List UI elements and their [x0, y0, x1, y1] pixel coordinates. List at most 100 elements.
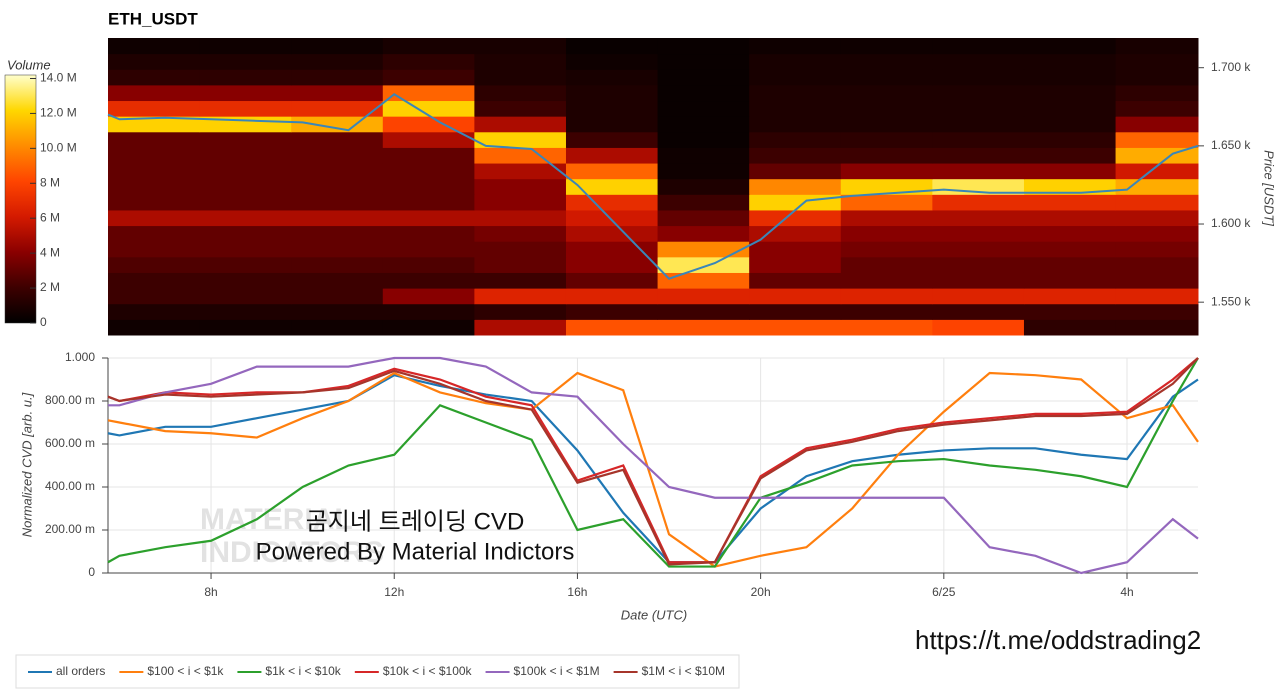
heat-cell [291, 319, 384, 336]
heat-cell [840, 209, 933, 227]
heat-cell [291, 100, 384, 117]
heat-cell [199, 163, 292, 180]
heat-cell [749, 272, 842, 289]
heat-cell [932, 272, 1025, 289]
heat-cell [932, 116, 1025, 133]
heat-cell [749, 303, 842, 320]
heat-cell [199, 84, 292, 102]
heat-cell [474, 272, 567, 289]
heat-cell [749, 163, 842, 180]
heat-cell [749, 241, 842, 258]
heat-cell [199, 131, 292, 148]
heat-cell [932, 288, 1025, 305]
x-tick-label: 6/25 [932, 585, 956, 599]
heat-cell [932, 225, 1025, 242]
heat-cell [291, 303, 384, 320]
heat-cell [657, 53, 750, 70]
heat-cell [1115, 194, 1199, 211]
heat-cell [749, 225, 842, 242]
heat-cell [474, 178, 567, 195]
heat-cell [840, 256, 933, 273]
heat-cell [565, 147, 659, 164]
heat-cell [565, 131, 659, 148]
heat-cell [291, 38, 384, 55]
heat-cell [840, 225, 933, 242]
heat-cell [108, 178, 201, 195]
heat-cell [932, 69, 1025, 86]
heat-cell [199, 194, 292, 211]
heat-cell [1023, 194, 1117, 211]
heat-cell [1115, 241, 1199, 258]
heat-cell [382, 319, 475, 336]
heat-cell [199, 225, 292, 242]
heat-cell [749, 69, 842, 86]
heat-cell [1115, 53, 1199, 70]
colorbar-tick-label: 14.0 M [40, 71, 77, 85]
heat-cell [291, 209, 384, 227]
heat-cell [199, 256, 292, 273]
y-tick-label: 1.550 k [1211, 294, 1251, 308]
heat-cell [1023, 116, 1117, 133]
heat-cell [1023, 131, 1117, 148]
heat-cell [565, 100, 659, 117]
colorbar-tick-label: 6 M [40, 210, 60, 224]
heat-cell [840, 147, 933, 164]
heat-cell [749, 147, 842, 164]
heat-cell [657, 209, 750, 227]
series-line [107, 357, 1199, 564]
heat-cell [840, 319, 933, 336]
heat-cell [932, 53, 1025, 70]
heat-cell [565, 194, 659, 211]
series-line [107, 371, 1199, 568]
heat-cell [840, 194, 933, 211]
heat-cell [657, 163, 750, 180]
heat-cell [1115, 163, 1199, 180]
heat-cell [657, 147, 750, 164]
x-tick-label: 8h [204, 585, 217, 599]
heat-cell [108, 100, 201, 117]
heat-cell [932, 319, 1025, 336]
heat-cell [474, 194, 567, 211]
heat-cell [657, 256, 750, 273]
y-tick-label: 1.700 k [1211, 60, 1251, 74]
y-tick-label: 600.00 m [45, 436, 95, 450]
heat-cell [291, 272, 384, 289]
heat-cell [108, 147, 201, 164]
y-tick-label: 0 [88, 565, 95, 579]
legend-label: all orders [56, 664, 105, 678]
heat-cell [199, 100, 292, 117]
heat-cell [108, 319, 201, 336]
heat-cell [1115, 256, 1199, 273]
heat-cell [291, 69, 384, 86]
heat-cell [108, 163, 201, 180]
heat-cell [474, 116, 567, 133]
heat-cell [382, 272, 475, 289]
heat-cell [291, 131, 384, 148]
heat-cell [932, 38, 1025, 55]
heat-cell [382, 194, 475, 211]
heat-cell [474, 163, 567, 180]
heat-cell [382, 163, 475, 180]
colorbar-tick-label: 12.0 M [40, 106, 77, 120]
heat-cell [1115, 131, 1199, 148]
heat-cell [749, 116, 842, 133]
heat-cell [840, 178, 933, 195]
heat-cell [565, 38, 659, 55]
heat-cell [199, 53, 292, 70]
heat-cell [474, 131, 567, 148]
heat-cell [749, 84, 842, 102]
heat-cell [291, 163, 384, 180]
heat-cell [932, 147, 1025, 164]
heat-cell [932, 194, 1025, 211]
heat-cell [840, 84, 933, 102]
heat-cell [749, 131, 842, 148]
watermark-caption: 곰지네 트레이딩 CVD [306, 508, 525, 535]
heat-cell [108, 288, 201, 305]
heat-cell [1115, 116, 1199, 133]
heat-cell [749, 209, 842, 227]
heat-cell [291, 194, 384, 211]
watermark-logo: INDICATORS [200, 536, 384, 569]
heat-cell [565, 241, 659, 258]
heat-cell [1115, 38, 1199, 55]
